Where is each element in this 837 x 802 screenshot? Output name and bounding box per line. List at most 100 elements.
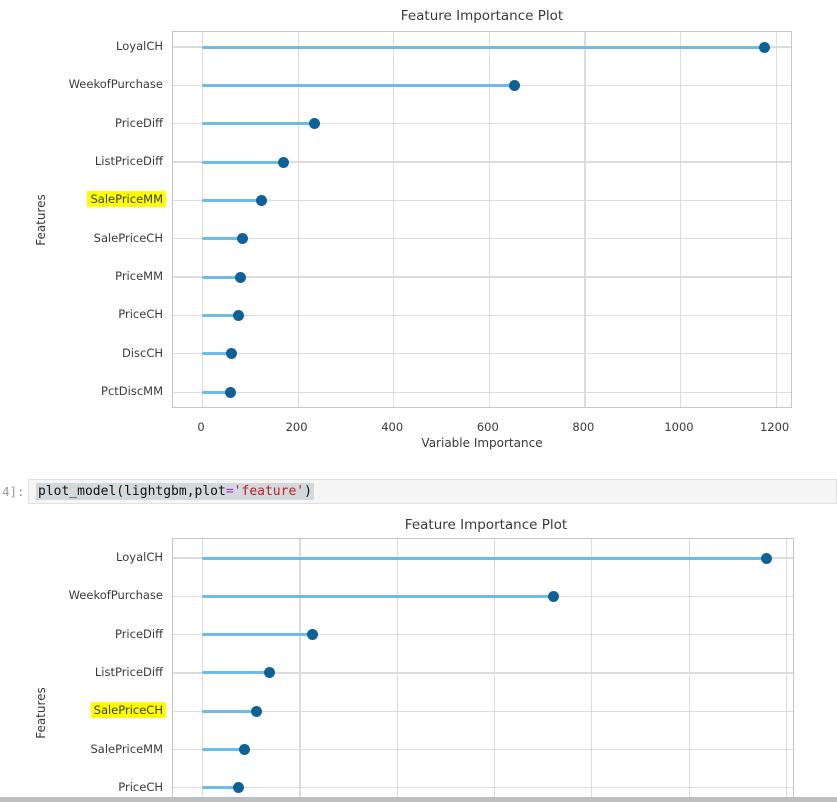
data-point-marker (263, 667, 275, 679)
code-token-string: 'feature' (233, 484, 305, 499)
y-tick-label: PriceDiff (114, 626, 163, 641)
x-axis-label: Variable Importance (421, 436, 543, 450)
cell-execution-prompt: 4]: (2, 484, 25, 499)
x-tick-label: 1200 (759, 420, 790, 434)
gridline-vertical (396, 539, 398, 802)
plot-area (172, 538, 794, 802)
data-point-marker (226, 348, 238, 360)
gridline-vertical (680, 32, 682, 407)
data-point-marker (225, 386, 237, 398)
gridline-horizontal (173, 276, 791, 278)
x-tick-label: 0 (197, 420, 205, 434)
gridline-horizontal (173, 238, 791, 240)
data-point-marker (237, 233, 249, 245)
gridline-vertical (393, 32, 395, 407)
horizontal-scrollbar[interactable] (0, 797, 837, 802)
chart-title: Feature Importance Plot (400, 8, 564, 24)
y-tick-label-find-highlight: SalePriceMM (87, 191, 166, 208)
lollipop-stem (202, 594, 554, 598)
y-tick-label: PriceDiff (114, 115, 163, 130)
lollipop-stem (202, 709, 257, 713)
y-axis-label: Features (34, 687, 48, 739)
gridline-vertical (591, 539, 593, 802)
lollipop-stem (202, 352, 232, 356)
code-text-selected: plot_model(lightgbm,plot='feature') (36, 483, 314, 500)
lollipop-stem (202, 313, 239, 317)
lollipop-stem (202, 786, 239, 790)
lollipop-stem (202, 556, 767, 560)
gridline-horizontal (173, 748, 793, 751)
y-tick-label: SalePriceMM (90, 741, 163, 756)
y-tick-label: SalePriceCH (93, 230, 163, 245)
code-cell-input[interactable]: plot_model(lightgbm,plot='feature') (28, 479, 837, 504)
chart-title: Feature Importance Plot (404, 517, 568, 533)
gridline-horizontal (173, 353, 791, 355)
x-tick-label: 800 (572, 420, 595, 434)
code-token-default: ) (304, 484, 312, 499)
data-point-marker (235, 271, 247, 283)
gridline-vertical (202, 539, 204, 802)
gridline-horizontal (173, 161, 791, 163)
data-point-marker (232, 309, 244, 321)
code-token-default: plot_model(lightgbm,plot (38, 484, 226, 499)
code-token-operator: = (225, 484, 234, 499)
data-point-marker (233, 782, 245, 794)
gridline-vertical (785, 539, 788, 802)
gridline-vertical (493, 539, 496, 802)
lollipop-stem (202, 748, 245, 751)
x-tick-label: 400 (381, 420, 404, 434)
data-point-marker (256, 194, 268, 206)
lollipop-stem (202, 237, 243, 241)
data-point-marker (760, 552, 772, 564)
x-tick-label: 1000 (664, 420, 694, 434)
y-tick-label: WeekofPurchase (68, 77, 163, 92)
gridline-vertical (488, 32, 491, 407)
lollipop-stem (202, 671, 270, 675)
gridline-horizontal (173, 633, 793, 636)
gridline-horizontal (173, 672, 793, 674)
x-tick-label: 200 (285, 420, 308, 434)
data-point-marker (308, 118, 320, 130)
gridline-horizontal (173, 787, 793, 789)
lollipop-stem (202, 633, 313, 637)
gridline-vertical (202, 32, 204, 407)
gridline-horizontal (173, 314, 791, 317)
y-tick-label: LoyalCH (116, 550, 163, 564)
data-point-marker (509, 79, 521, 91)
y-tick-label: PriceMM (115, 269, 163, 284)
gridline-horizontal (173, 123, 791, 125)
lollipop-stem (202, 160, 284, 164)
lollipop-stem (202, 83, 515, 87)
plot-area (172, 31, 792, 408)
gridline-vertical (299, 539, 301, 802)
data-point-marker (238, 744, 250, 755)
y-tick-label: LoyalCH (116, 39, 163, 53)
y-tick-label: PctDiscMM (101, 384, 163, 399)
data-point-marker (758, 41, 770, 53)
y-tick-label-find-highlight: SalePriceCH (90, 702, 166, 719)
gridline-vertical (775, 32, 777, 407)
gridline-horizontal (173, 391, 791, 393)
lollipop-stem (202, 122, 315, 126)
y-tick-label: PriceCH (118, 779, 163, 794)
data-point-marker (547, 590, 559, 602)
lollipop-stem (202, 275, 241, 279)
y-tick-label: ListPriceDiff (94, 154, 163, 169)
y-tick-label: PriceCH (118, 307, 163, 322)
lollipop-stem (202, 198, 262, 202)
lollipop-stem (202, 45, 765, 49)
data-point-marker (251, 705, 263, 717)
gridline-vertical (688, 539, 690, 802)
x-tick-label: 600 (476, 420, 499, 434)
data-point-marker (278, 156, 290, 168)
gridline-vertical (584, 32, 586, 407)
y-tick-label: WeekofPurchase (68, 588, 163, 603)
gridline-vertical (297, 32, 299, 407)
y-tick-label: DiscCH (121, 345, 163, 360)
gridline-horizontal (173, 199, 791, 202)
y-tick-label: ListPriceDiff (94, 664, 163, 679)
gridline-horizontal (173, 710, 793, 712)
lollipop-stem (202, 390, 231, 394)
